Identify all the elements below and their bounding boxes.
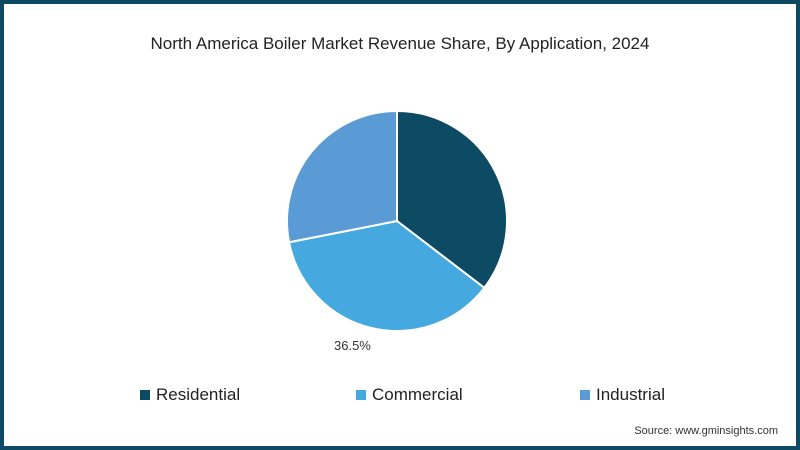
chart-title: North America Boiler Market Revenue Shar…	[150, 34, 650, 53]
data-label-commercial: 36.5%	[334, 338, 371, 353]
legend-item-residential: Residential	[140, 385, 240, 405]
pie-slice-commercial	[287, 219, 486, 332]
legend-item-industrial: Industrial	[580, 385, 665, 405]
legend-label: Industrial	[596, 385, 665, 404]
legend-swatch-industrial	[580, 390, 590, 400]
legend-swatch-commercial	[356, 390, 366, 400]
legend-label: Commercial	[372, 385, 463, 404]
legend: Residential Commercial Industrial	[0, 385, 800, 407]
legend-swatch-residential	[140, 390, 150, 400]
legend-label: Residential	[156, 385, 241, 404]
pie-slice-industrial	[286, 109, 398, 244]
source-note: Source: www.gminsights.com	[634, 425, 778, 437]
pie-slice-residential	[396, 109, 508, 290]
legend-item-commercial: Commercial	[356, 385, 463, 405]
